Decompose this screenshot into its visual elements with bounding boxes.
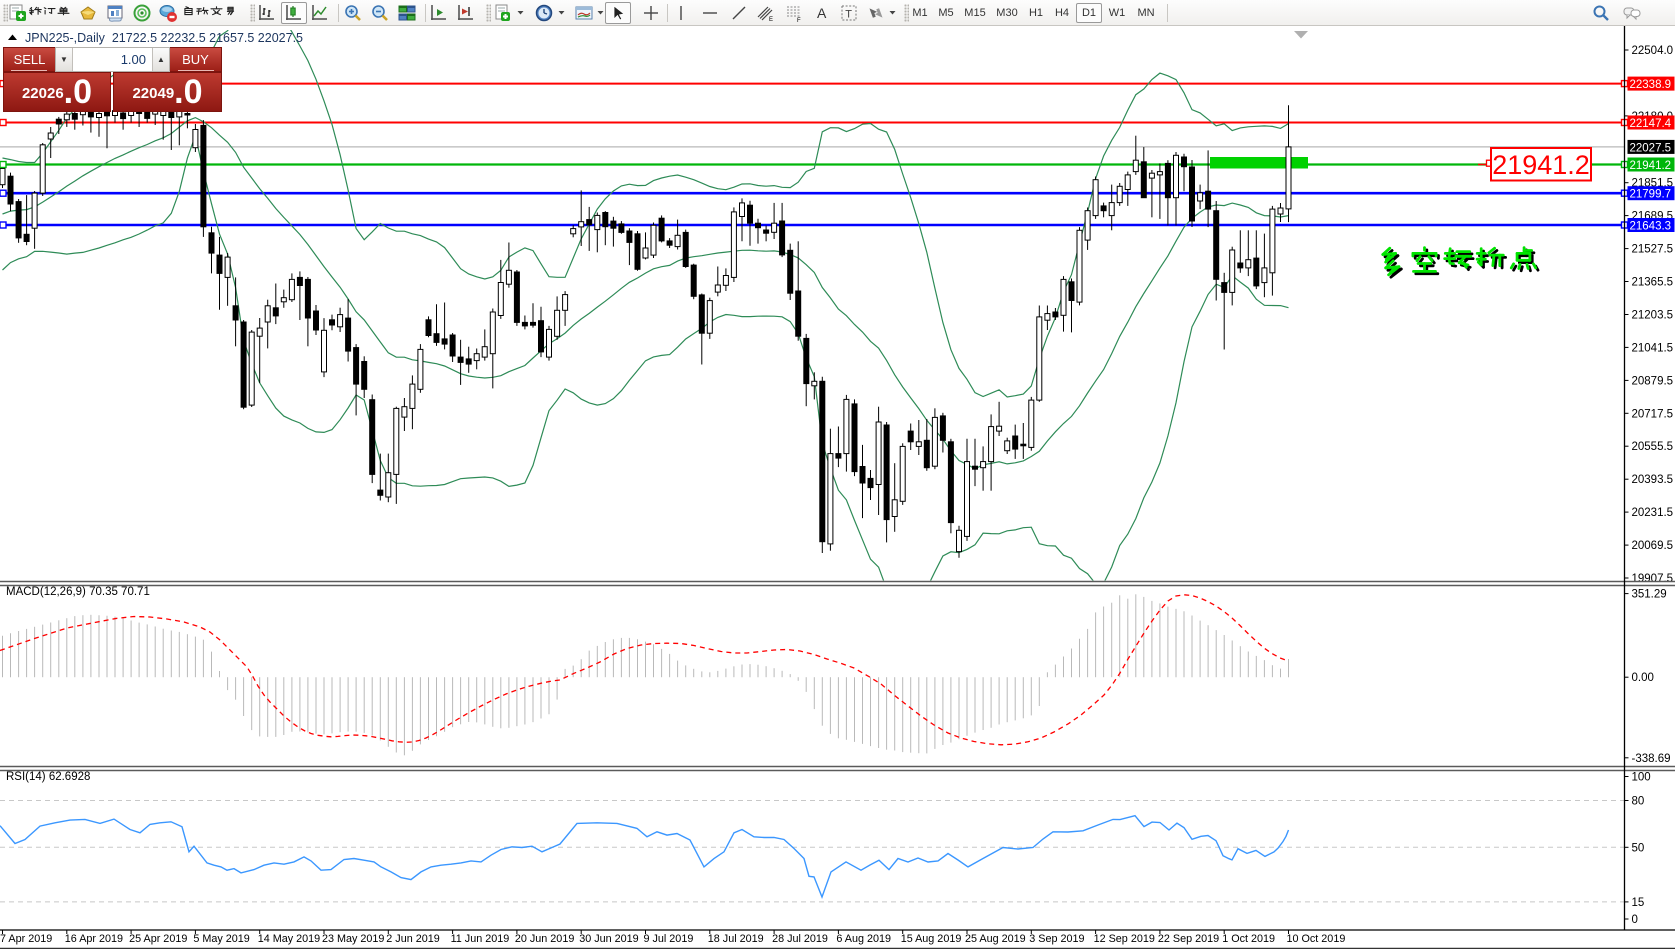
svg-text:12 Sep 2019: 12 Sep 2019 bbox=[1094, 933, 1155, 945]
svg-text:30 Jun 2019: 30 Jun 2019 bbox=[579, 933, 638, 945]
svg-text:6 Aug 2019: 6 Aug 2019 bbox=[836, 933, 891, 945]
svg-text:11 Jun 2019: 11 Jun 2019 bbox=[451, 933, 510, 945]
svg-text:351.29: 351.29 bbox=[1632, 589, 1667, 601]
svg-text:0.00: 0.00 bbox=[1632, 672, 1654, 684]
svg-text:18 Jul 2019: 18 Jul 2019 bbox=[708, 933, 764, 945]
svg-text:22 Sep 2019: 22 Sep 2019 bbox=[1158, 933, 1219, 945]
svg-text:21203.5: 21203.5 bbox=[1632, 310, 1674, 322]
svg-text:21365.5: 21365.5 bbox=[1632, 277, 1674, 289]
svg-text:15 Aug 2019: 15 Aug 2019 bbox=[901, 933, 962, 945]
svg-text:2 Jun 2019: 2 Jun 2019 bbox=[386, 933, 439, 945]
svg-text:3 Sep 2019: 3 Sep 2019 bbox=[1029, 933, 1084, 945]
svg-text:22147.4: 22147.4 bbox=[1630, 118, 1672, 130]
svg-text:F: F bbox=[797, 18, 801, 23]
svg-text:21527.5: 21527.5 bbox=[1632, 244, 1674, 256]
svg-text:T: T bbox=[845, 9, 852, 21]
svg-text:1 Oct 2019: 1 Oct 2019 bbox=[1222, 933, 1275, 945]
svg-text:25 Apr 2019: 25 Apr 2019 bbox=[129, 933, 187, 945]
svg-text:15: 15 bbox=[1632, 897, 1645, 909]
svg-text:20393.5: 20393.5 bbox=[1632, 474, 1674, 486]
svg-text:100: 100 bbox=[1632, 772, 1651, 784]
svg-text:16 Apr 2019: 16 Apr 2019 bbox=[65, 933, 123, 945]
svg-text:E: E bbox=[769, 17, 773, 23]
svg-text:20879.5: 20879.5 bbox=[1632, 375, 1674, 387]
svg-text:21643.3: 21643.3 bbox=[1630, 221, 1672, 233]
svg-text:10 Oct 2019: 10 Oct 2019 bbox=[1287, 933, 1346, 945]
svg-text:-338.69: -338.69 bbox=[1632, 753, 1671, 765]
svg-text:0: 0 bbox=[1632, 914, 1638, 926]
svg-text:20 Jun 2019: 20 Jun 2019 bbox=[515, 933, 574, 945]
svg-text:JPN225-,Daily 21722.5 22232.5: JPN225-,Daily 21722.5 22232.5 21657.5 22… bbox=[25, 31, 303, 45]
svg-text:7 Apr 2019: 7 Apr 2019 bbox=[0, 933, 52, 945]
svg-text:20717.5: 20717.5 bbox=[1632, 408, 1674, 420]
svg-text:RSI(14) 62.6928: RSI(14) 62.6928 bbox=[6, 771, 90, 783]
svg-text:21941.2: 21941.2 bbox=[1630, 160, 1672, 172]
svg-text:20555.5: 20555.5 bbox=[1632, 441, 1674, 453]
svg-text:MACD(12,26,9) 70.35 70.71: MACD(12,26,9) 70.35 70.71 bbox=[6, 586, 150, 598]
svg-text:50: 50 bbox=[1632, 842, 1645, 854]
svg-text:22338.9: 22338.9 bbox=[1630, 79, 1672, 91]
svg-text:28 Jul 2019: 28 Jul 2019 bbox=[772, 933, 828, 945]
svg-text:25 Aug 2019: 25 Aug 2019 bbox=[965, 933, 1026, 945]
svg-text:21941.2: 21941.2 bbox=[1492, 150, 1590, 180]
svg-text:21799.7: 21799.7 bbox=[1630, 189, 1672, 201]
svg-text:5 May 2019: 5 May 2019 bbox=[193, 933, 249, 945]
svg-text:9 Jul 2019: 9 Jul 2019 bbox=[644, 933, 694, 945]
svg-text:19907.5: 19907.5 bbox=[1632, 573, 1674, 585]
svg-text:20069.5: 20069.5 bbox=[1632, 540, 1674, 552]
svg-text:14 May 2019: 14 May 2019 bbox=[258, 933, 320, 945]
svg-text:20231.5: 20231.5 bbox=[1632, 507, 1674, 519]
svg-text:80: 80 bbox=[1632, 796, 1645, 808]
svg-text:21041.5: 21041.5 bbox=[1632, 342, 1674, 354]
svg-text:22504.0: 22504.0 bbox=[1632, 45, 1674, 57]
svg-text:A: A bbox=[817, 5, 827, 21]
svg-text:23 May 2019: 23 May 2019 bbox=[322, 933, 384, 945]
svg-text:22027.5: 22027.5 bbox=[1630, 142, 1672, 154]
